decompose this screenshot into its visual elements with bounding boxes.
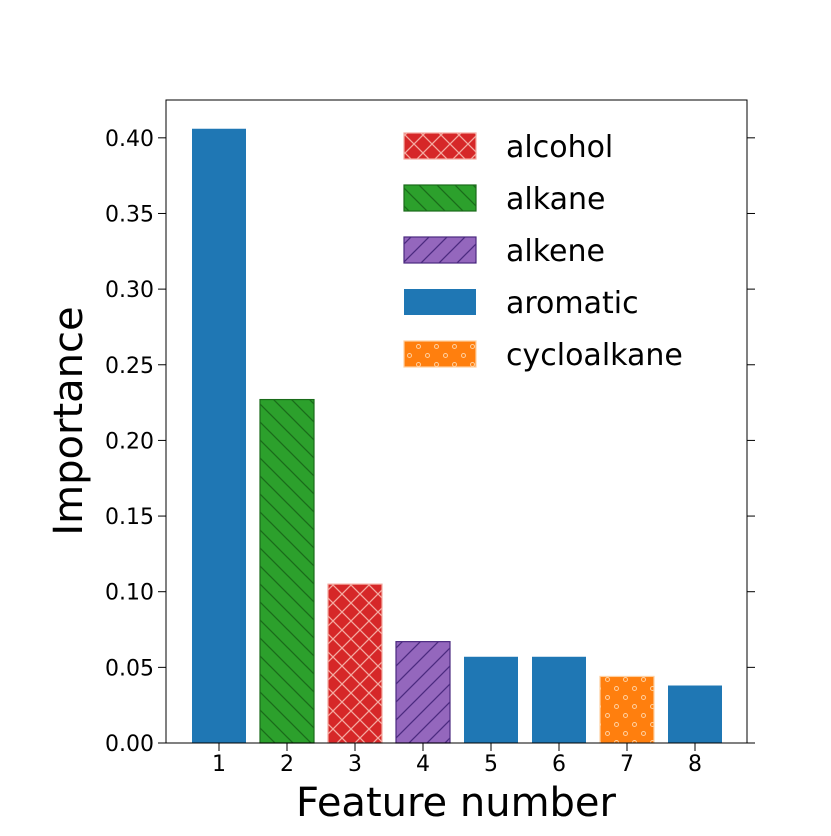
legend-label-alkane: alkane [506, 182, 605, 217]
x-tick-label: 3 [348, 752, 362, 777]
bar-5-aromatic [464, 656, 518, 743]
y-tick-label: 0.30 [105, 278, 154, 303]
y-tick-label: 0.20 [105, 429, 154, 454]
x-tick-label: 5 [484, 752, 498, 777]
y-tick-label: 0.10 [105, 581, 154, 606]
y-tick-label: 0.25 [105, 354, 154, 379]
legend-swatch-alkane [403, 184, 477, 212]
bar-8-aromatic [668, 685, 722, 743]
x-tick-label: 2 [280, 752, 294, 777]
x-tick-label: 1 [212, 752, 226, 777]
x-tick-label: 6 [552, 752, 566, 777]
legend: alcohol alkane alkene aromatic cycloalkane [403, 130, 683, 373]
legend-label-aromatic: aromatic [506, 286, 639, 321]
y-axis-label: Importance [46, 306, 92, 535]
legend-label-cycloalkane: cycloalkane [506, 338, 683, 373]
legend-label-alkene: alkene [506, 234, 605, 269]
legend-swatch-alcohol [403, 132, 477, 160]
y-axis: 0.00 0.05 0.10 0.15 0.20 0.25 0.30 0.35 0.40 [105, 127, 755, 757]
bar-2-alkane [259, 398, 315, 744]
y-tick-label: 0.05 [105, 656, 154, 681]
legend-swatch-aromatic [404, 289, 476, 315]
x-tick-label: 7 [620, 752, 634, 777]
bar-6-aromatic [532, 656, 586, 743]
x-tick-label: 4 [416, 752, 430, 777]
y-tick-label: 0.15 [105, 505, 154, 530]
y-tick-label: 0.00 [105, 732, 154, 757]
x-axis: 1 2 3 4 5 6 7 8 [212, 743, 702, 777]
y-tick-label: 0.40 [105, 127, 154, 152]
x-tick-label: 8 [688, 752, 702, 777]
legend-swatch-alkene [403, 236, 477, 264]
bar-3-alcohol [327, 583, 383, 744]
bars-layer [192, 128, 722, 744]
x-axis-label: Feature number [296, 780, 617, 826]
legend-swatch-cycloalkane [403, 340, 477, 368]
y-tick-label: 0.35 [105, 202, 154, 227]
bar-7-cycloalkane [599, 675, 655, 744]
legend-label-alcohol: alcohol [506, 130, 613, 165]
plot-frame [165, 99, 748, 744]
bar-1-aromatic [192, 128, 246, 744]
bar-4-alkene [395, 641, 451, 744]
